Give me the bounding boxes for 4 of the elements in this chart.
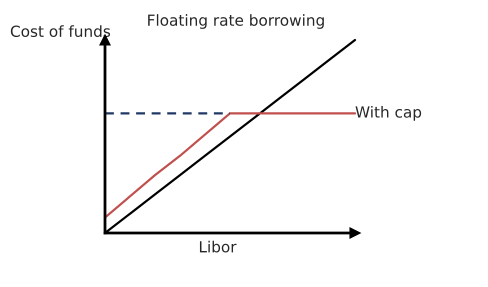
y-axis-title: Cost of funds	[10, 25, 110, 38]
x-axis-title: Libor	[200, 240, 237, 253]
series-label: Floating rate borrowing	[148, 14, 324, 29]
series-label: With cap	[356, 106, 422, 121]
